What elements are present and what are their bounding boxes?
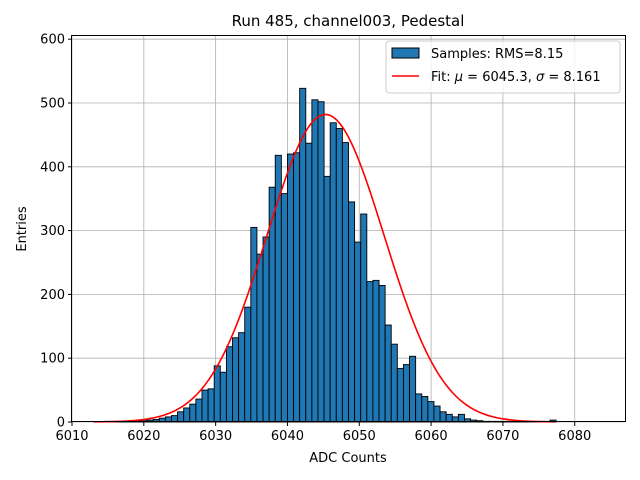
histogram-bar [201, 389, 209, 423]
chart-title: Run 485, channel003, Pedestal [232, 12, 465, 30]
histogram-bar [225, 346, 233, 423]
x-tick-label: 6050 [343, 429, 376, 444]
histogram-bar [238, 332, 246, 423]
histogram-bar [354, 241, 362, 423]
x-tick-label: 6060 [415, 429, 448, 444]
histogram-bar [372, 279, 380, 423]
histogram-bar [445, 413, 453, 423]
histogram-bar [189, 403, 197, 423]
histogram-bar [213, 365, 221, 423]
histogram-bar [280, 193, 288, 423]
histogram-bar [378, 285, 386, 423]
histogram-bar [360, 213, 368, 423]
x-tick-label: 6020 [127, 429, 160, 444]
histogram-bar [262, 236, 270, 423]
histogram-bar [366, 281, 374, 423]
histogram-bar [207, 388, 215, 423]
histogram-bar [268, 186, 276, 423]
histogram-bar [195, 398, 203, 423]
legend-fit-sigma-symbol: σ [536, 70, 545, 85]
legend-bar-swatch [391, 47, 420, 59]
y-tick-label: 500 [40, 96, 65, 111]
histogram-bar [219, 371, 227, 423]
histogram-bar [317, 101, 325, 423]
histogram-bar [439, 411, 447, 423]
histogram-bar [457, 413, 465, 423]
histogram-bar [250, 226, 258, 423]
x-tick-label: 6010 [55, 429, 88, 444]
legend: Samples: RMS=8.15 Fit: μ = 6045.3, σ = 8… [385, 40, 621, 94]
legend-fit-sigma-value: = 8.161 [544, 70, 600, 85]
y-tick-label: 200 [40, 288, 65, 303]
y-tick-label: 400 [40, 160, 65, 175]
histogram-bar [421, 396, 429, 423]
histogram-bar [183, 407, 191, 423]
legend-box [385, 40, 621, 94]
histogram-bar [329, 122, 337, 423]
x-tick-label: 6030 [199, 429, 232, 444]
histogram-bar [427, 401, 435, 423]
histogram-bar [402, 364, 410, 423]
x-tick-label: 6040 [271, 429, 304, 444]
y-axis-label: Entries [15, 206, 30, 252]
fit-curve-group [93, 113, 554, 423]
histogram-bar [396, 367, 404, 423]
legend-fit-label: Fit: μ = 6045.3, σ = 8.161 [431, 70, 601, 85]
histogram-bar [305, 142, 313, 423]
histogram-bar [311, 99, 319, 423]
x-tick-label: 6080 [558, 429, 591, 444]
histogram-bar [287, 153, 295, 423]
histogram-bar [415, 393, 423, 423]
histogram-bar [177, 411, 185, 423]
histogram-bar [348, 201, 356, 423]
legend-fit-mu-value: = 6045.3, [463, 70, 536, 85]
histogram-bar [390, 343, 398, 423]
histogram-bar [244, 306, 252, 423]
y-axis-ticks: 0 100 200 300 400 500 600 [40, 33, 72, 431]
histogram-bar [323, 175, 331, 423]
histogram-bar [384, 324, 392, 423]
x-axis-ticks: 6010 6020 6030 6040 6050 6060 6070 6080 [55, 422, 591, 444]
histogram-bar [232, 337, 240, 423]
y-tick-label: 600 [40, 33, 65, 48]
plot-frame [71, 35, 626, 422]
histogram-bar [256, 253, 264, 423]
y-tick-label: 100 [40, 352, 65, 367]
histogram-bar [293, 152, 301, 423]
histogram-bar [409, 355, 417, 423]
histogram-bar [433, 405, 441, 423]
y-tick-label: 0 [57, 416, 65, 431]
legend-fit-mu-symbol: μ [454, 70, 463, 85]
histogram-bar [335, 128, 343, 423]
fit-curve [93, 113, 554, 423]
y-tick-label: 300 [40, 224, 65, 239]
x-tick-label: 6070 [486, 429, 519, 444]
legend-fit-prefix: Fit: [431, 70, 455, 85]
legend-samples-label: Samples: RMS=8.15 [431, 47, 563, 62]
x-axis-label: ADC Counts [309, 451, 387, 466]
histogram-bar [341, 142, 349, 423]
